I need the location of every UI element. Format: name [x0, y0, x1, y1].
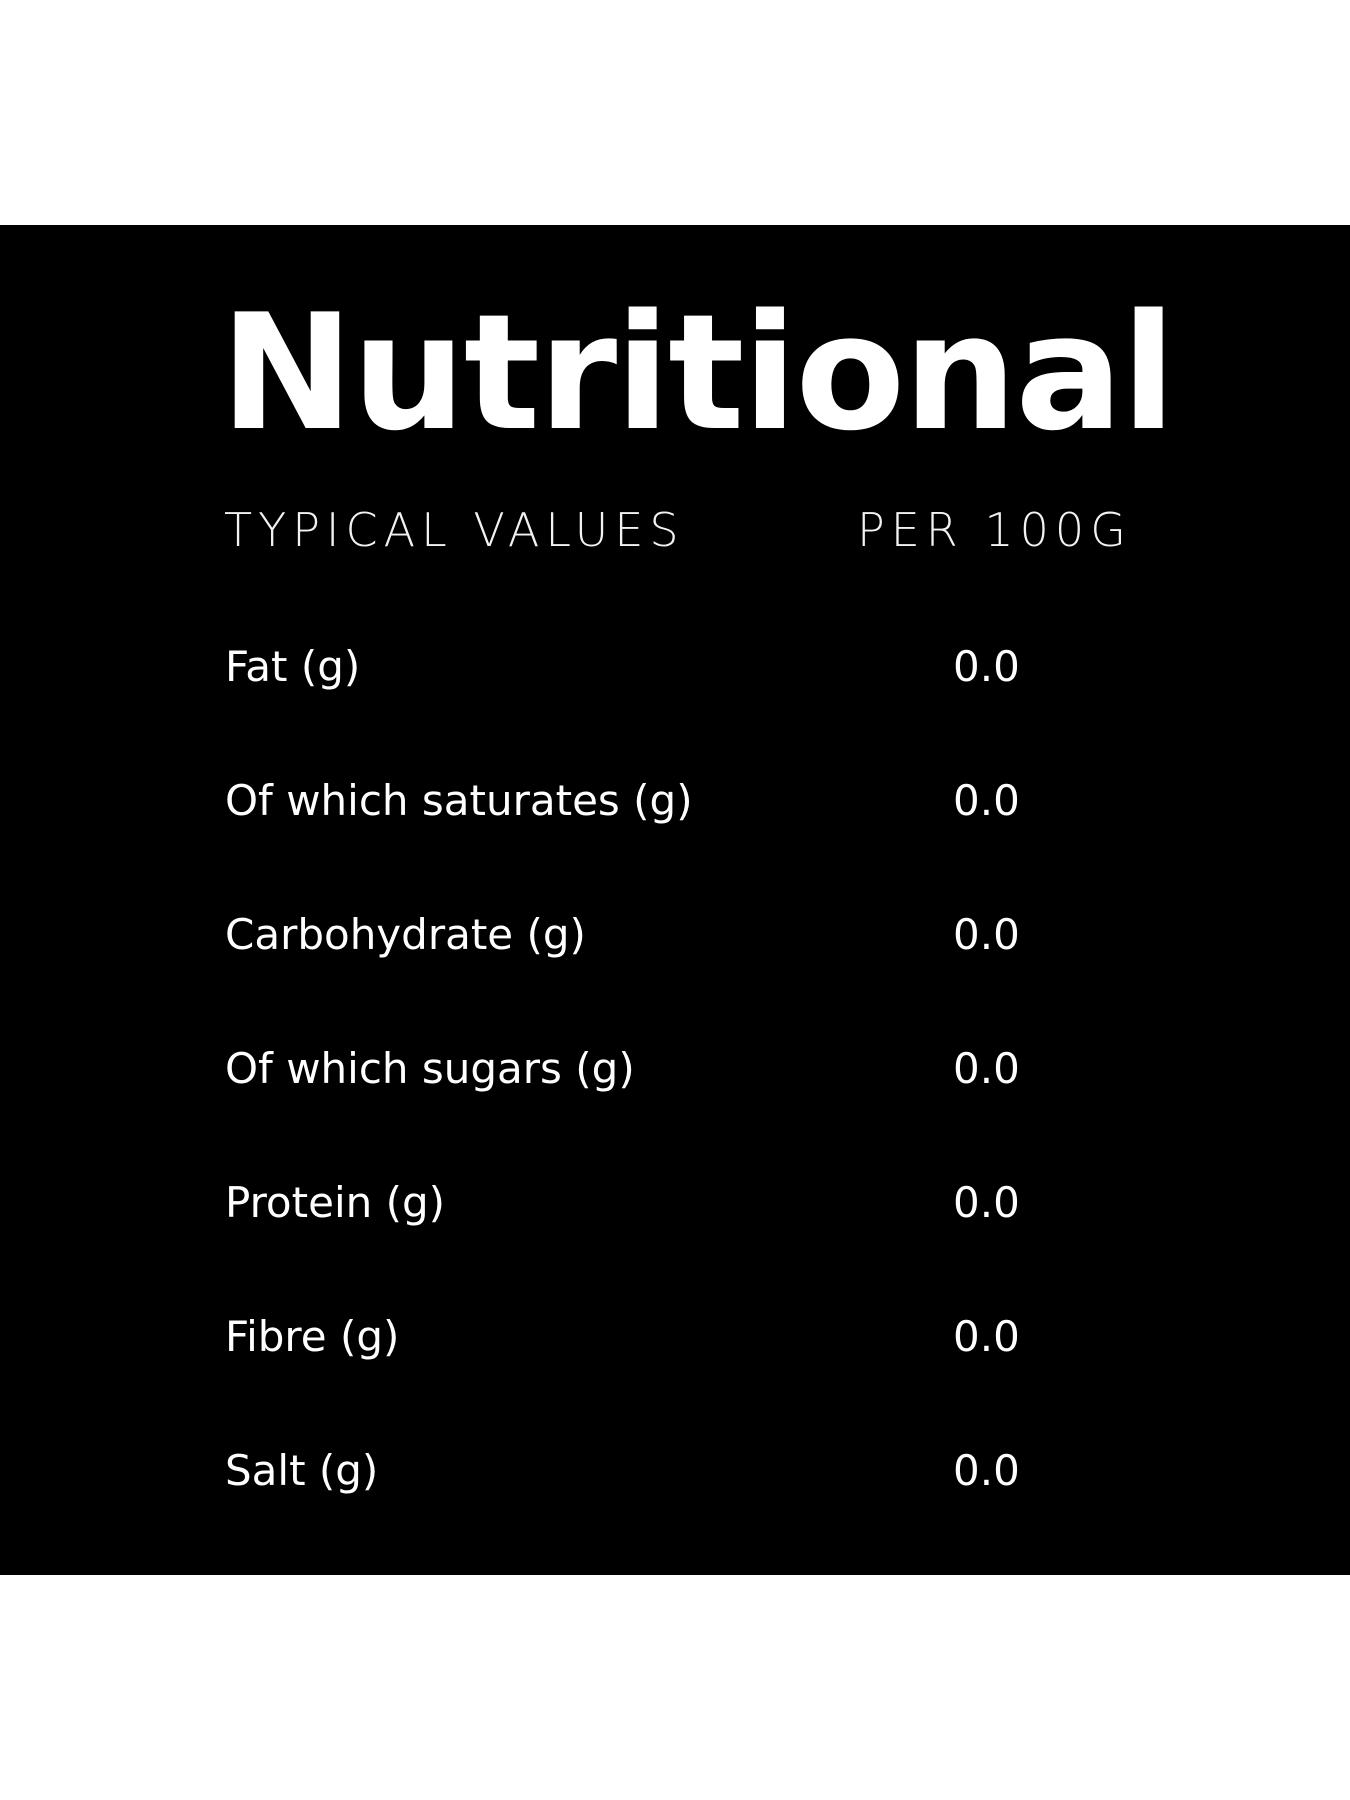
nutrient-value: 0.0	[953, 776, 1020, 825]
nutrition-panel: Nutritional TYPICAL VALUES PER 100G Fat …	[0, 225, 1350, 1575]
nutrient-value: 0.0	[953, 1178, 1020, 1227]
title: Nutritional	[220, 279, 1176, 466]
nutrient-value: 0.0	[953, 910, 1020, 959]
nutrient-name: Of which sugars (g)	[225, 1044, 635, 1093]
nutrient-name: Salt (g)	[225, 1446, 379, 1495]
nutrient-name: Fat (g)	[225, 642, 361, 691]
nutrient-value: 0.0	[953, 1312, 1020, 1361]
nutrient-name: Protein (g)	[225, 1178, 446, 1227]
column-header: TYPICAL VALUES	[224, 503, 685, 557]
nutrient-value: 0.0	[953, 642, 1020, 691]
nutrient-value: 0.0	[953, 1044, 1020, 1093]
nutrient-name: Of which saturates (g)	[225, 776, 693, 825]
nutrient-value: 0.0	[953, 1446, 1020, 1495]
nutrient-name: Carbohydrate (g)	[225, 910, 586, 959]
column-header: PER 100G	[857, 503, 1132, 557]
nutrient-name: Fibre (g)	[225, 1312, 400, 1361]
